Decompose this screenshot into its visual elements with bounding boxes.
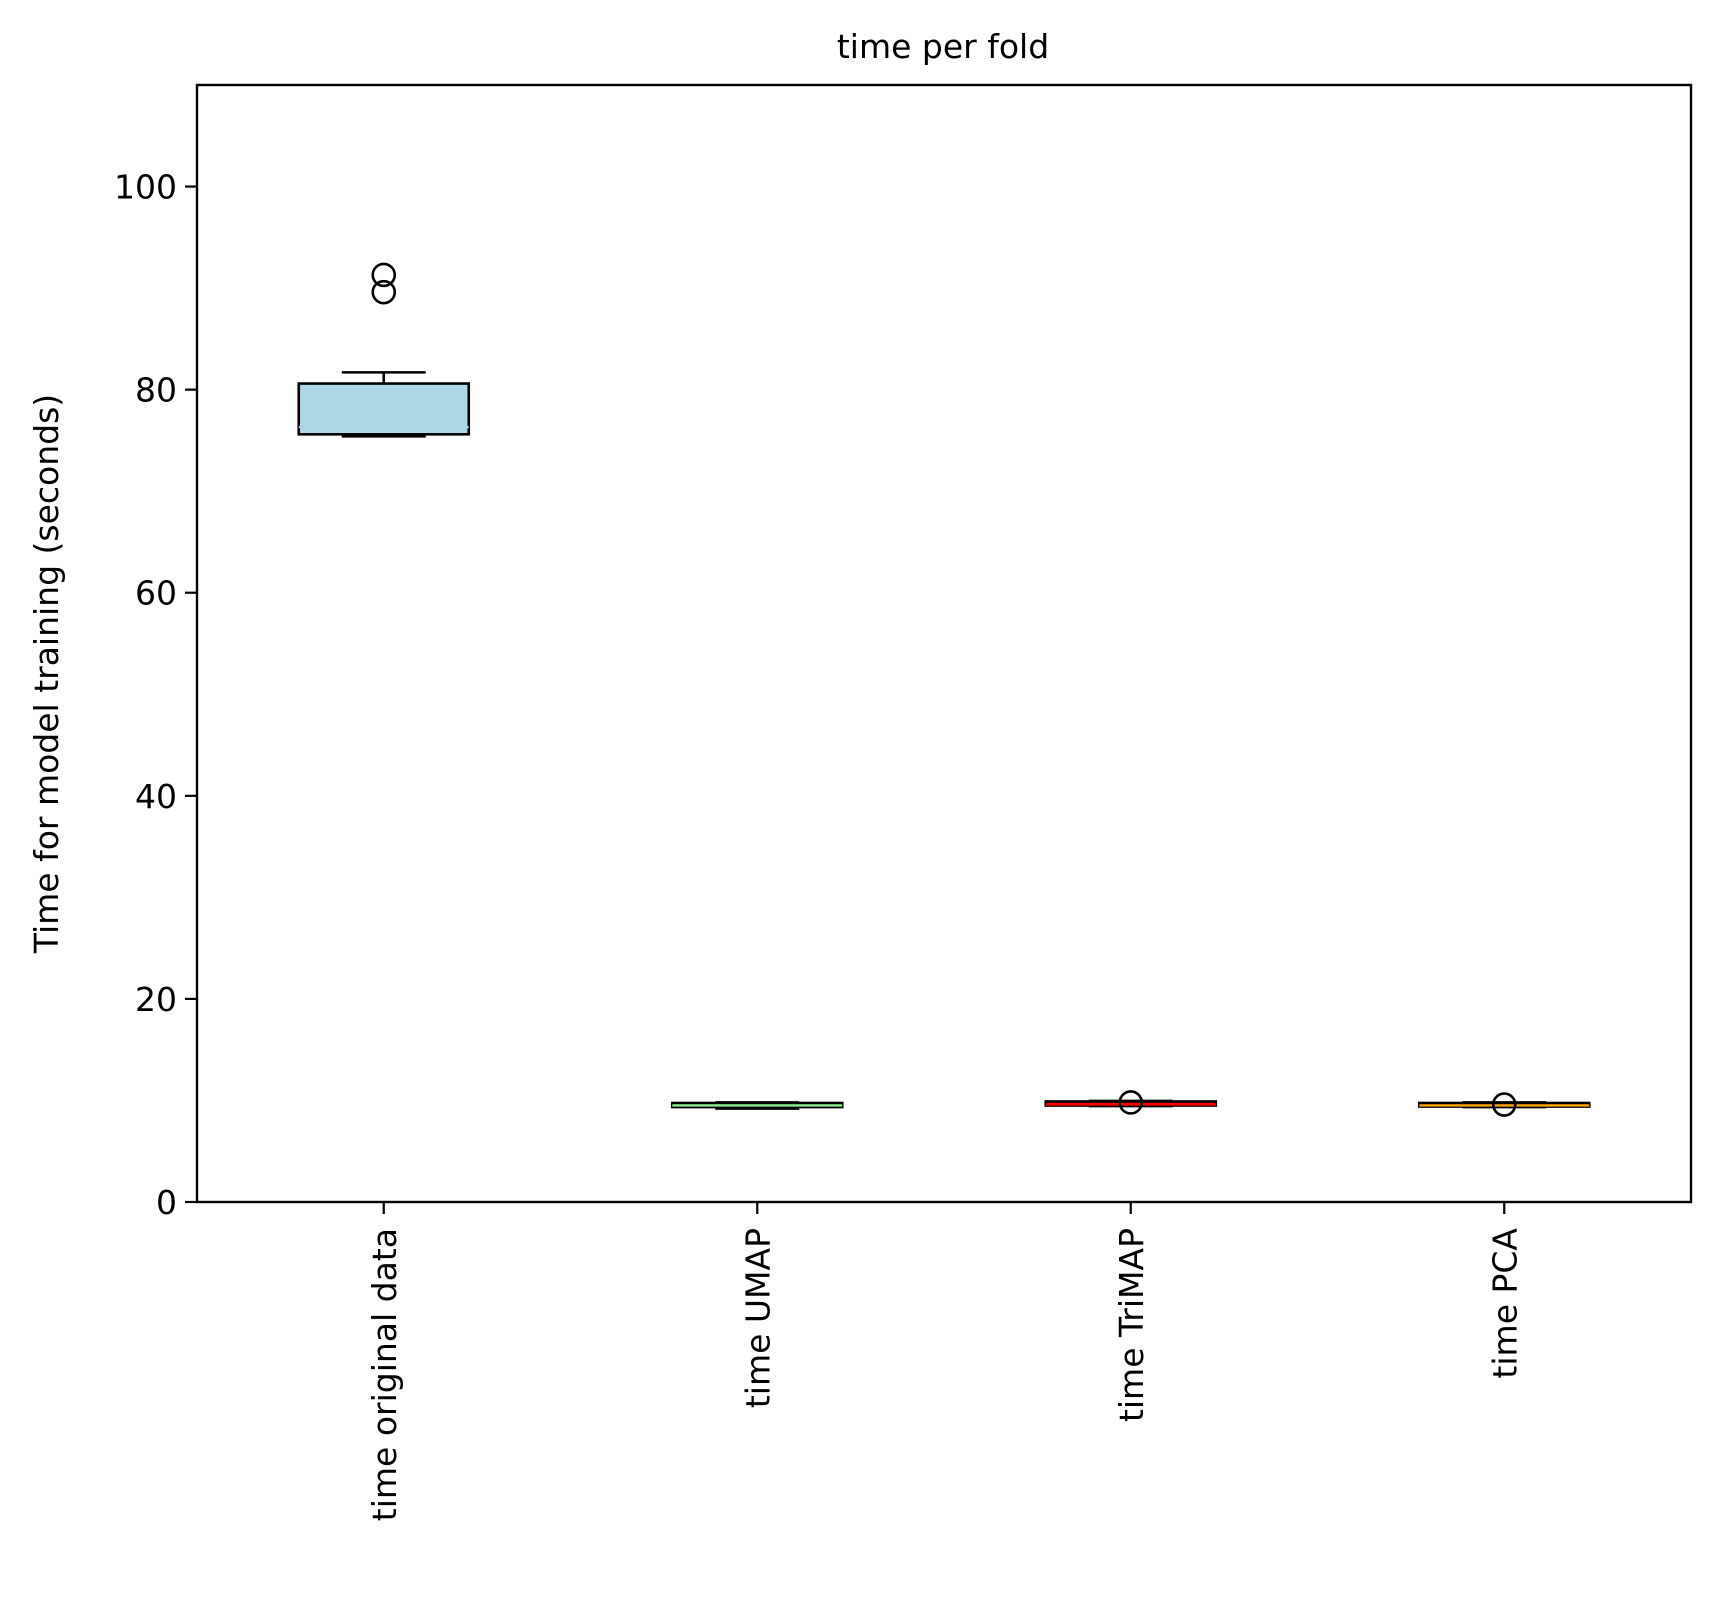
y-tick-label: 40 (135, 777, 177, 816)
y-tick-label: 100 (114, 168, 177, 207)
plot-area: 0 20 40 60 80 100 time original data time UMAP t… (114, 83, 1693, 1521)
x-tick-label: time original data (365, 1228, 404, 1521)
x-tick-label: time TriMAP (1112, 1228, 1151, 1422)
box (297, 382, 471, 436)
axes-frame (195, 83, 1693, 1204)
y-tick-label: 80 (135, 371, 177, 410)
outlier-point (1491, 1092, 1517, 1117)
chart-title: time per fold (837, 27, 1049, 66)
outlier-point (371, 262, 397, 288)
y-tick-label: 60 (135, 574, 177, 613)
y-axis-label: Time for model training (seconds) (27, 394, 66, 954)
outlier-point (1118, 1090, 1144, 1115)
x-tick-label: time PCA (1485, 1228, 1524, 1379)
x-tick-label: time UMAP (738, 1228, 777, 1408)
y-tick-label: 0 (156, 1183, 177, 1222)
outlier-point (371, 279, 397, 305)
y-tick-label: 20 (135, 980, 177, 1019)
